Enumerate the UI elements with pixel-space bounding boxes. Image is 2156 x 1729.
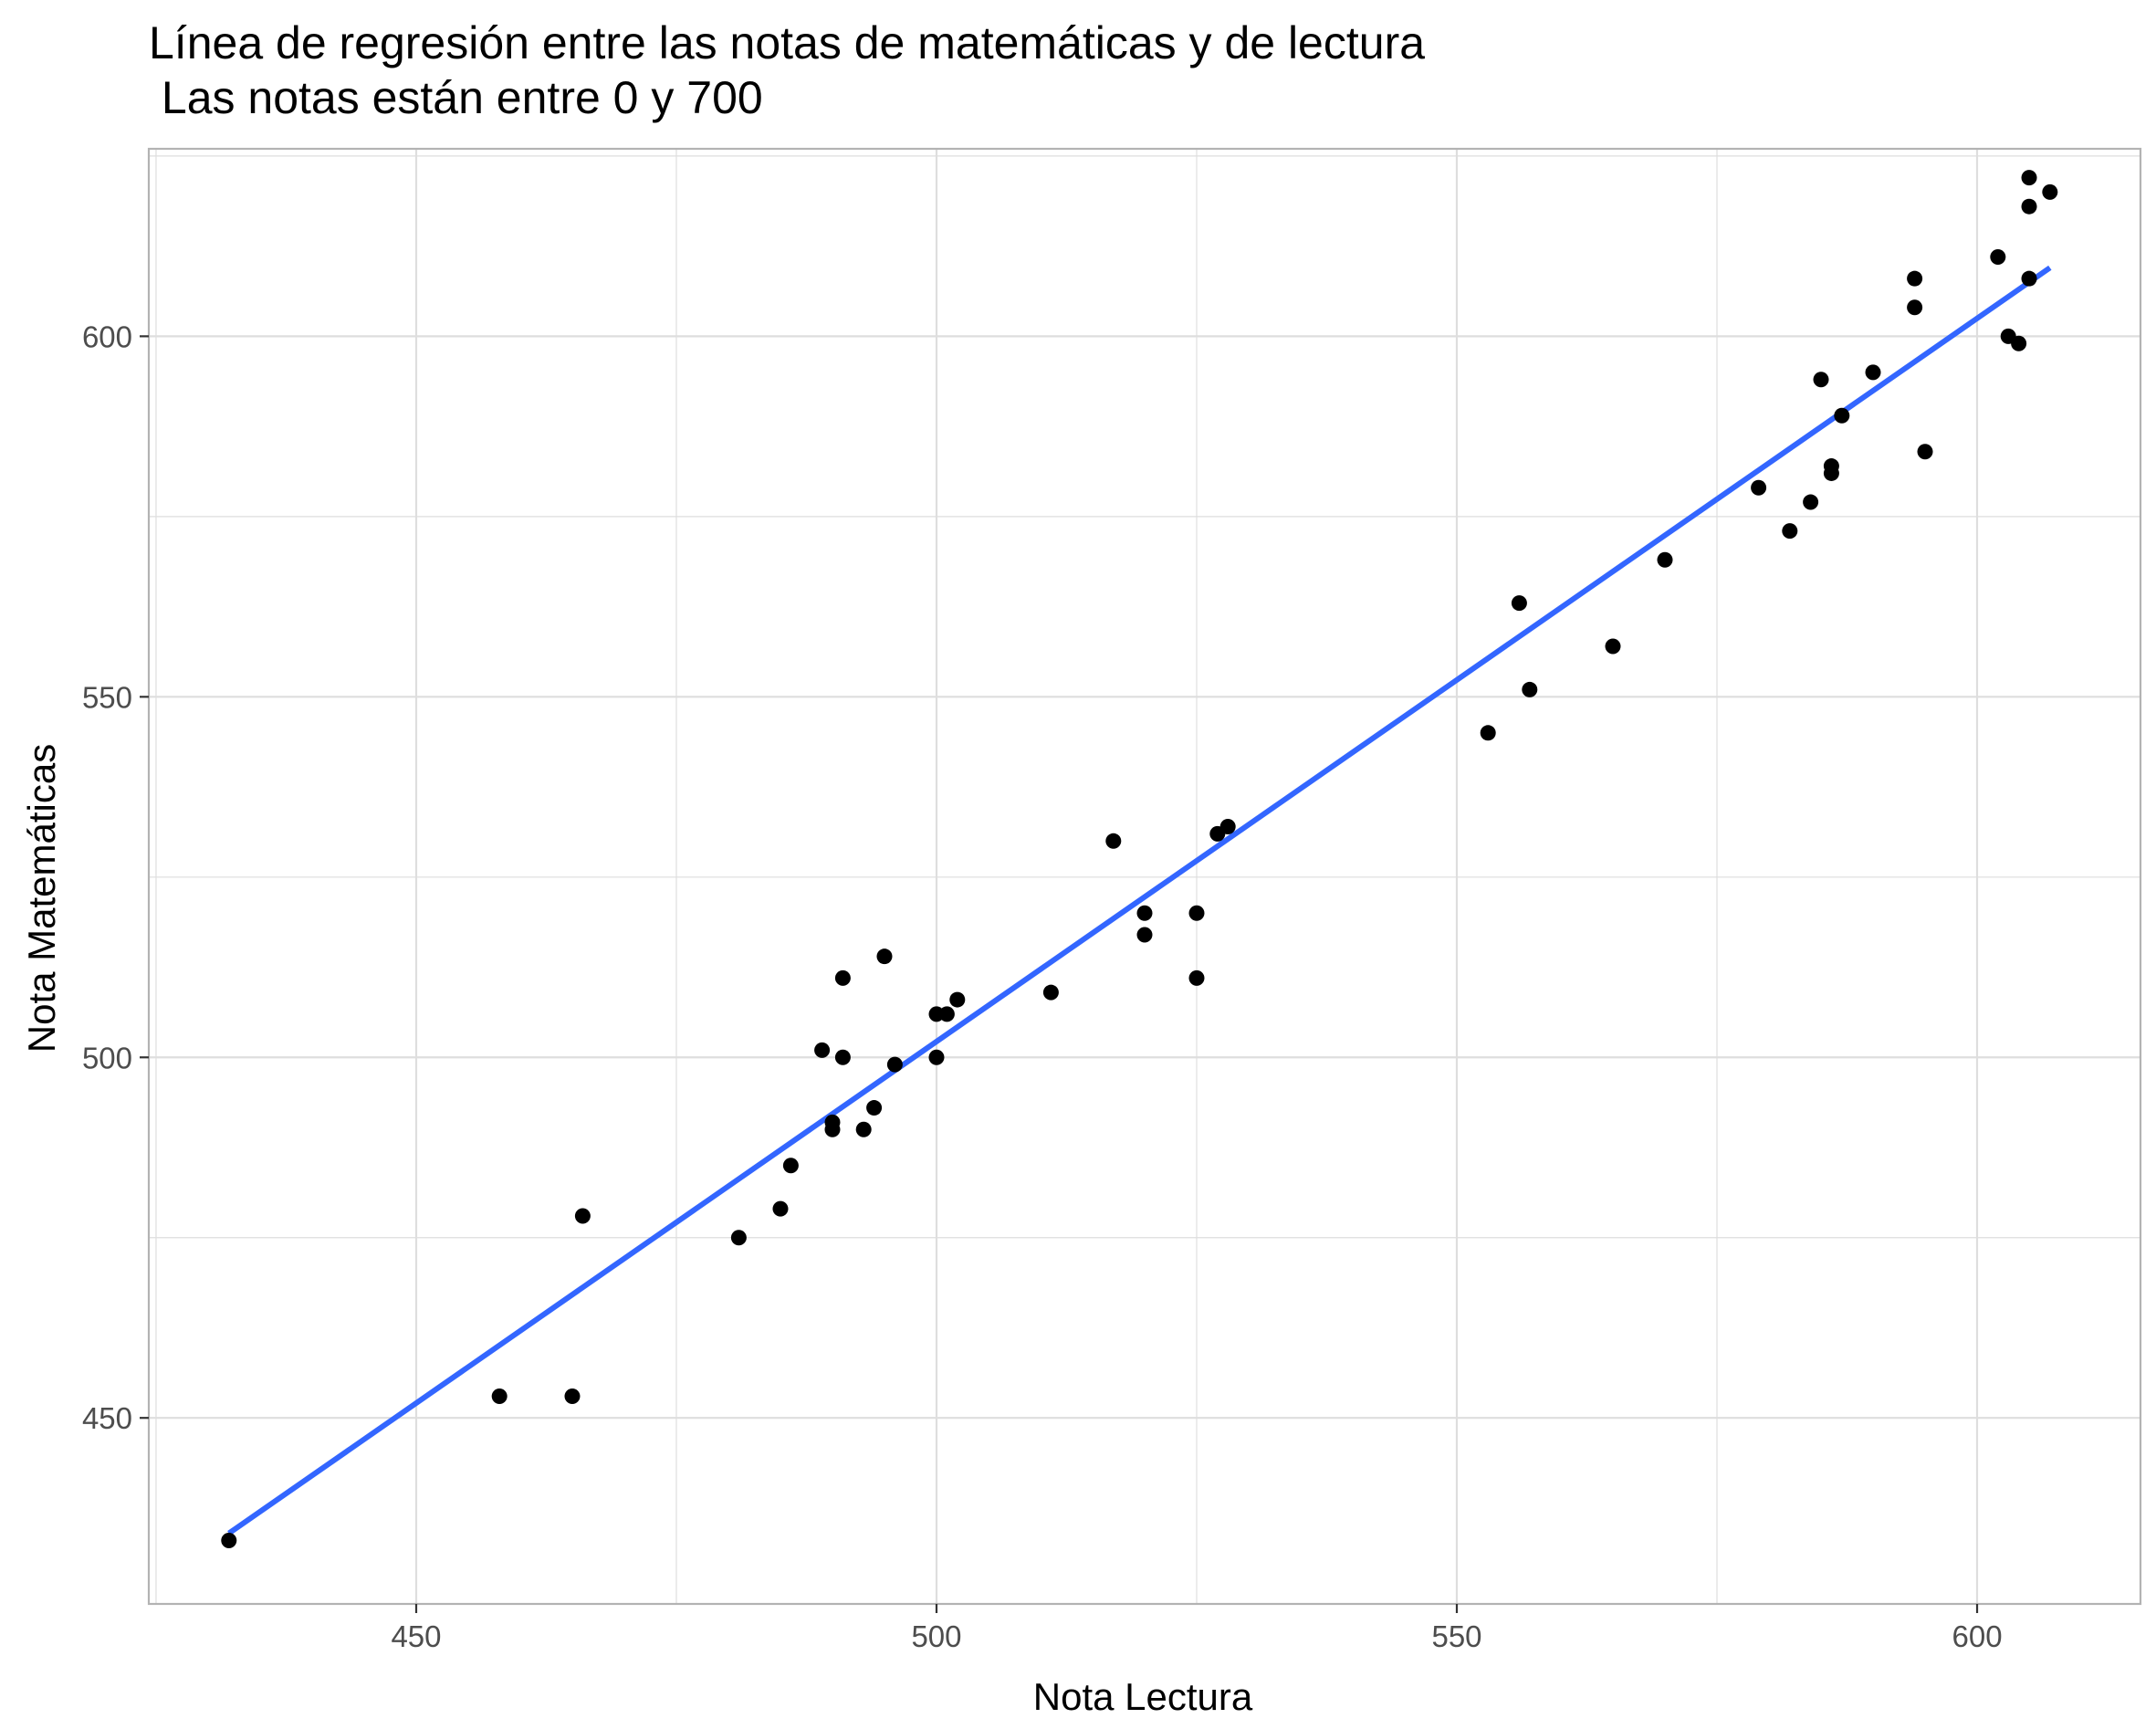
data-point — [221, 1532, 237, 1548]
data-point — [1136, 905, 1153, 921]
data-point — [855, 1121, 872, 1137]
data-point — [949, 991, 966, 1008]
data-point — [1834, 407, 1850, 424]
data-point — [1042, 984, 1059, 1001]
data-point — [866, 1100, 883, 1116]
panel-border — [147, 147, 2142, 1606]
data-point — [564, 1388, 581, 1405]
y-axis-title: Nota Matemáticas — [20, 744, 63, 1053]
data-point — [2021, 270, 2037, 287]
data-point — [574, 1208, 591, 1224]
data-point — [938, 1006, 955, 1022]
data-point — [1522, 681, 1538, 697]
y-tick-label: 500 — [82, 1041, 132, 1074]
data-point — [2021, 170, 2037, 186]
data-point — [1865, 364, 1881, 381]
data-point — [1917, 444, 1933, 460]
data-point — [1188, 969, 1205, 986]
data-point — [824, 1121, 841, 1137]
data-point — [772, 1200, 789, 1217]
y-axis-ticks: 450 500 550 600 — [82, 320, 149, 1435]
data-point — [1803, 494, 1819, 510]
regression-layer — [227, 265, 2052, 1536]
data-point — [1990, 248, 2006, 265]
regression-line — [227, 265, 2052, 1536]
x-axis-title: Nota Lectura — [1033, 1675, 1253, 1718]
data-point — [1219, 818, 1236, 834]
x-tick-label: 450 — [391, 1619, 441, 1653]
data-point — [1188, 905, 1205, 921]
data-point — [1823, 465, 1839, 481]
data-point — [928, 1049, 945, 1065]
data-point — [1605, 638, 1621, 655]
x-axis-ticks: 450 500 550 600 — [391, 1604, 2003, 1653]
data-point — [834, 1049, 851, 1065]
data-point — [1136, 927, 1153, 943]
x-tick-label: 550 — [1431, 1619, 1481, 1653]
data-point — [1751, 479, 1767, 496]
data-point — [1907, 299, 1923, 316]
data-point — [886, 1056, 903, 1073]
data-point — [834, 969, 851, 986]
data-point — [2042, 183, 2058, 200]
data-point — [2021, 198, 2037, 215]
data-point — [2011, 335, 2027, 351]
x-tick-label: 500 — [911, 1619, 961, 1653]
data-point — [1105, 833, 1122, 849]
data-point — [491, 1388, 508, 1405]
y-tick-label: 550 — [82, 680, 132, 714]
panel-grid — [147, 147, 2142, 1606]
x-tick-label: 600 — [1952, 1619, 2002, 1653]
data-point — [1511, 595, 1527, 612]
data-point — [1782, 523, 1798, 540]
chart-subtitle: Las notas están entre 0 y 700 — [149, 72, 763, 123]
y-tick-label: 450 — [82, 1401, 132, 1435]
data-point — [814, 1042, 831, 1058]
chart-title: Línea de regresión entre las notas de ma… — [149, 17, 1425, 68]
data-point — [876, 948, 893, 965]
data-point — [1480, 725, 1496, 741]
points-layer — [221, 170, 2058, 1548]
data-point — [730, 1230, 747, 1246]
data-point — [1657, 551, 1673, 568]
data-point — [1907, 270, 1923, 287]
data-point — [782, 1158, 799, 1174]
data-point — [1813, 372, 1829, 388]
y-tick-label: 600 — [82, 320, 132, 353]
